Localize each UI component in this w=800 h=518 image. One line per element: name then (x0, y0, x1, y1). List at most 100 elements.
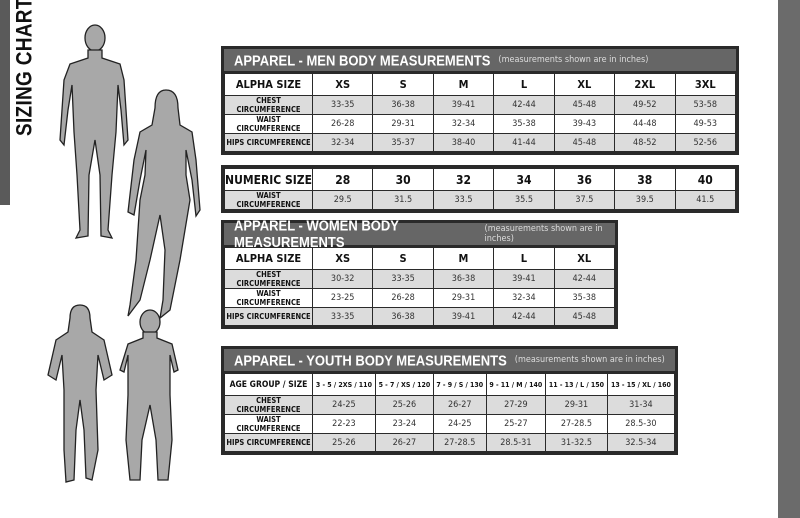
women-table-title: APPAREL - WOMEN BODY MEASUREMENTS (234, 217, 399, 251)
row-label: ALPHA SIZE (224, 247, 313, 270)
table-row: WAIST CIRCUMFERENCE 29.5 31.5 33.5 35.5 37.5 3… (224, 190, 737, 210)
youth-grid: AGE GROUP / SIZE 3 - 5 / 2XS / 110 5 - 7 /… (224, 373, 676, 452)
table-cell: 42-44 (493, 95, 555, 115)
table-cell: 32-34 (432, 114, 495, 134)
table-row: CHEST CIRCUMFERENCE 30-32 33-35 36-38 39-41 4… (224, 269, 616, 289)
table-cell: 30-32 (311, 269, 374, 289)
youth-table-note: (measurements shown are in inches) (514, 355, 665, 365)
table-cell: 31-34 (606, 395, 676, 415)
table-row: HIPS CIRCUMFERENCE 32-34 35-37 38-40 41-44 45… (224, 133, 737, 152)
table-cell: 25-26 (374, 395, 434, 415)
row-label: HIPS CIRCUMFERENCE (224, 433, 313, 452)
table-cell: 13 - 15 / XL / 160 (606, 373, 676, 396)
table-cell: XS (311, 247, 374, 270)
table-cell: 36-38 (372, 307, 434, 326)
table-cell: 11 - 13 / L / 150 (545, 373, 608, 396)
youth-measurements-table: APPAREL - YOUTH BODY MEASUREMENTS (measur… (221, 346, 678, 455)
men-numeric-size-table: NUMERIC SIZE 28 30 32 34 36 38 40 WAIST CIRCUMFE… (221, 165, 739, 213)
table-cell: L (493, 247, 555, 270)
right-accent-bar (778, 0, 800, 518)
table-cell: 3 - 5 / 2XS / 110 (312, 373, 376, 396)
table-cell: 27-29 (485, 395, 547, 415)
table-cell: 39.5 (614, 190, 676, 210)
table-cell: 2XL (614, 73, 676, 96)
table-cell: 29-31 (545, 395, 608, 415)
table-cell: 35-38 (553, 288, 616, 308)
table-cell: 49-52 (614, 95, 676, 115)
table-cell: 39-43 (553, 114, 616, 134)
woman-figure (127, 89, 201, 320)
row-label: WAIST CIRCUMFERENCE (224, 288, 313, 308)
table-cell: 32-34 (493, 288, 555, 308)
table-cell: S (372, 247, 434, 270)
table-cell: 9 - 11 / M / 140 (485, 373, 547, 396)
table-cell: 29-31 (432, 288, 495, 308)
table-cell: 35-38 (493, 114, 555, 134)
table-cell: 5 - 7 / XS / 120 (374, 373, 434, 396)
men-grid: ALPHA SIZE XS S M L XL 2XL 3XL CHEST CIRCUMFEREN… (224, 73, 737, 152)
table-cell: 34 (493, 168, 555, 191)
table-cell: 23-25 (311, 288, 374, 308)
row-label: WAIST CIRCUMFERENCE (224, 414, 313, 434)
table-row: CHEST CIRCUMFERENCE 33-35 36-38 39-41 42-44 4… (224, 95, 737, 115)
row-label: HIPS CIRCUMFERENCE (224, 307, 313, 326)
table-cell: 41.5 (674, 190, 737, 210)
table-cell: XS (311, 73, 374, 96)
table-cell: 22-23 (312, 414, 376, 434)
table-row: HIPS CIRCUMFERENCE 33-35 36-38 39-41 42-44 45… (224, 307, 616, 326)
table-cell: 41-44 (493, 133, 555, 152)
youth-table-title: APPAREL - YOUTH BODY MEASUREMENTS (234, 351, 507, 369)
numeric-grid: NUMERIC SIZE 28 30 32 34 36 38 40 WAIST CIRCUMFE… (224, 168, 737, 210)
table-cell: 48-52 (614, 133, 676, 152)
table-cell: 24-25 (312, 395, 376, 415)
table-cell: 23-24 (374, 414, 434, 434)
table-cell: 35.5 (493, 190, 555, 210)
table-row: WAIST CIRCUMFERENCE 26-28 29-31 32-34 35-38 3… (224, 114, 737, 134)
row-label: ALPHA SIZE (224, 73, 313, 96)
table-cell: 26-27 (374, 433, 434, 452)
row-label: AGE GROUP / SIZE (224, 373, 313, 396)
table-cell: 28 (311, 168, 374, 191)
table-cell: 32-34 (311, 133, 374, 152)
table-cell: 28.5-30 (606, 414, 676, 434)
table-cell: M (432, 247, 495, 270)
table-cell: 27-28.5 (545, 414, 608, 434)
header-row: ALPHA SIZE XS S M L XL (224, 247, 616, 270)
table-cell: 35-37 (372, 133, 434, 152)
table-row: WAIST CIRCUMFERENCE 23-25 26-28 29-31 32-34 3… (224, 288, 616, 308)
header-row: AGE GROUP / SIZE 3 - 5 / 2XS / 110 5 - 7 /… (224, 373, 676, 396)
table-cell: 32.5-34 (606, 433, 676, 452)
left-accent-bar (0, 0, 10, 205)
table-cell: 29-31 (372, 114, 434, 134)
table-cell: 3XL (674, 73, 737, 96)
table-cell: 37.5 (553, 190, 616, 210)
table-cell: 39-41 (493, 269, 555, 289)
row-label: CHEST CIRCUMFERENCE (224, 395, 313, 415)
women-table-note: (measurements shown are in inches) (484, 224, 603, 244)
table-cell: 24-25 (432, 414, 487, 434)
table-cell: 25-27 (485, 414, 547, 434)
table-cell: 26-28 (311, 114, 374, 134)
table-cell: 32 (432, 168, 495, 191)
header-row: ALPHA SIZE XS S M L XL 2XL 3XL (224, 73, 737, 96)
boy-figure (119, 309, 179, 481)
table-cell: 33-35 (372, 269, 434, 289)
table-cell: 29.5 (311, 190, 374, 210)
table-cell: 33-35 (311, 95, 374, 115)
men-table-note: (measurements shown are in inches) (498, 55, 649, 65)
table-cell: 36-38 (432, 269, 495, 289)
table-cell: 27-28.5 (432, 433, 487, 452)
women-measurements-table: APPAREL - WOMEN BODY MEASUREMENTS (measur… (221, 217, 618, 329)
table-cell: 26-27 (432, 395, 487, 415)
table-cell: 38-40 (432, 133, 495, 152)
table-cell: 38 (614, 168, 676, 191)
table-cell: 42-44 (553, 269, 616, 289)
table-cell: 45-48 (553, 307, 616, 326)
table-cell: 31-32.5 (545, 433, 608, 452)
girl-figure (47, 304, 113, 483)
table-cell: 44-48 (614, 114, 676, 134)
row-label: WAIST CIRCUMFERENCE (224, 190, 313, 210)
table-cell: M (432, 73, 495, 96)
table-cell: 39-41 (432, 95, 495, 115)
row-label: NUMERIC SIZE (224, 168, 313, 191)
